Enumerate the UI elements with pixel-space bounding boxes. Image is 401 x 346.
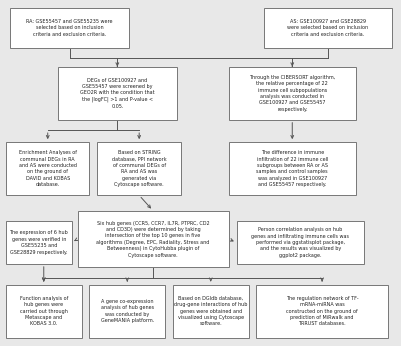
Text: RA: GSE55457 and GSE55235 were
selected based on inclusion
criteria and exclusio: RA: GSE55457 and GSE55235 were selected … <box>26 19 113 37</box>
Text: Based on DGIdb database,
drug-gene interactions of hub
genes were obtained and
v: Based on DGIdb database, drug-gene inter… <box>174 296 247 326</box>
Text: Through the CIBERSORT algorithm,
the relative percentage of 22
immune cell subpo: Through the CIBERSORT algorithm, the rel… <box>249 75 335 112</box>
Text: Based on STRING
database, PPI network
of communal DEGs of
RA and AS was
generate: Based on STRING database, PPI network of… <box>112 150 166 187</box>
FancyBboxPatch shape <box>58 66 177 120</box>
Text: DEGs of GSE100927 and
GSE55457 were screened by
GEO2R with the condition that
th: DEGs of GSE100927 and GSE55457 were scre… <box>80 78 155 109</box>
Text: Person correlation analysis on hub
genes and infiltrating immune cells was
perfo: Person correlation analysis on hub genes… <box>251 227 349 258</box>
FancyBboxPatch shape <box>6 284 81 338</box>
Text: A gene co-expression
analysis of hub genes
was conducted by
GeneMANIA platform.: A gene co-expression analysis of hub gen… <box>101 299 154 323</box>
Text: The difference in immune
infiltration of 22 immune cell
subgroups between RA or : The difference in immune infiltration of… <box>257 150 328 187</box>
FancyBboxPatch shape <box>10 8 129 48</box>
FancyBboxPatch shape <box>6 221 72 264</box>
Text: AS: GSE100927 and GSE28829
were selected based on inclusion
criteria and exclusi: AS: GSE100927 and GSE28829 were selected… <box>288 19 369 37</box>
FancyBboxPatch shape <box>173 284 249 338</box>
FancyBboxPatch shape <box>6 142 89 195</box>
FancyBboxPatch shape <box>89 284 165 338</box>
Text: The regulation network of TF-
mRNA-miRNA was
constructed on the ground of
predic: The regulation network of TF- mRNA-miRNA… <box>286 296 358 326</box>
Text: Six hub genes (CCR5, CCR7, IL7R, PTPRC, CD2
and CD3D) were determined by taking
: Six hub genes (CCR5, CCR7, IL7R, PTPRC, … <box>96 220 210 257</box>
FancyBboxPatch shape <box>257 284 388 338</box>
FancyBboxPatch shape <box>77 211 229 267</box>
FancyBboxPatch shape <box>264 8 392 48</box>
FancyBboxPatch shape <box>97 142 181 195</box>
Text: Function analysis of
hub genes were
carried out through
Metascape and
KOBAS 3.0.: Function analysis of hub genes were carr… <box>20 296 68 326</box>
FancyBboxPatch shape <box>229 66 356 120</box>
Text: Enrichment Analyses of
communal DEGs in RA
and AS were conducted
on the ground o: Enrichment Analyses of communal DEGs in … <box>19 150 77 187</box>
Text: The expression of 6 hub
genes were verified in
GSE55235 and
GSE28829 respectivel: The expression of 6 hub genes were verif… <box>9 230 68 255</box>
FancyBboxPatch shape <box>237 221 364 264</box>
FancyBboxPatch shape <box>229 142 356 195</box>
